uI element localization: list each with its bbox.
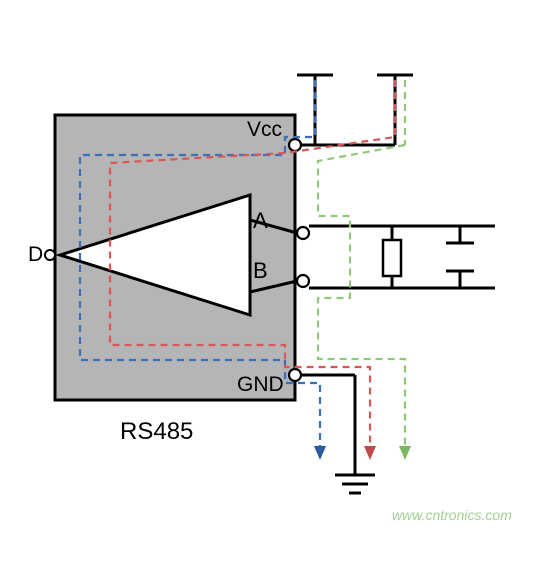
label-chip: RS485 bbox=[120, 418, 193, 446]
label-a: A bbox=[253, 208, 268, 234]
label-b: B bbox=[253, 258, 268, 284]
label-gnd: GND bbox=[237, 373, 284, 397]
watermark: www.cntronics.com bbox=[392, 507, 512, 523]
label-d: D bbox=[28, 243, 43, 267]
label-vcc: Vcc bbox=[247, 118, 282, 142]
circuit-diagram bbox=[0, 0, 536, 563]
